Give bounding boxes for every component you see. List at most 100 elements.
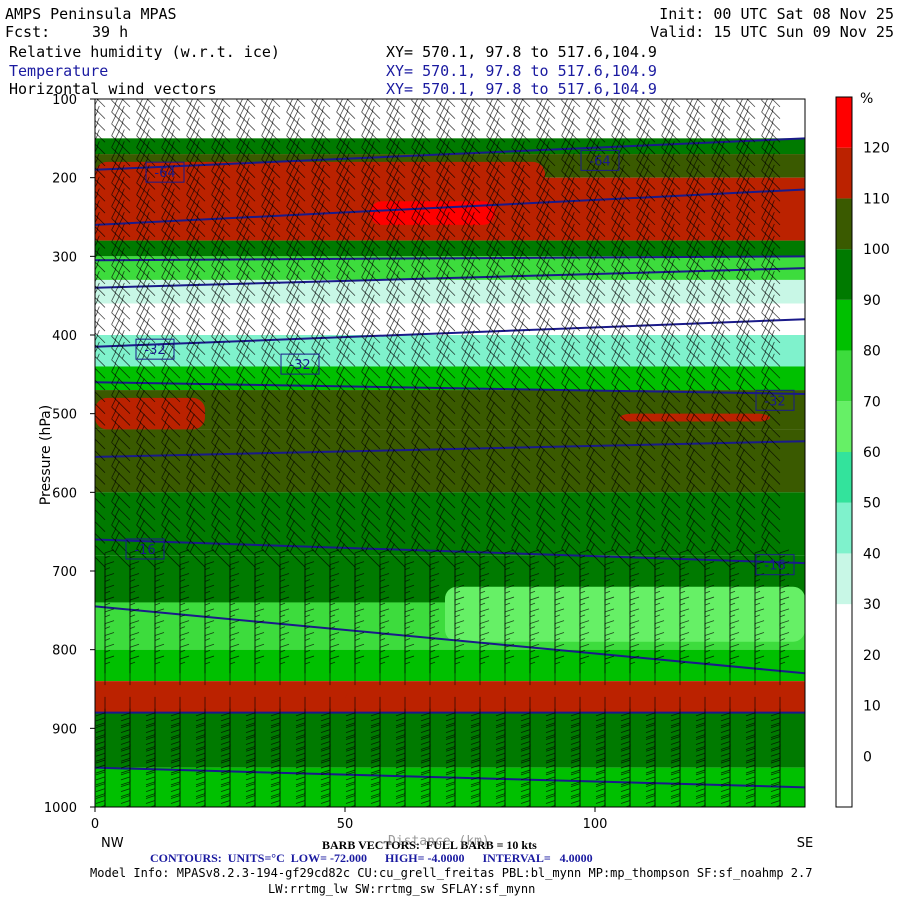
- wind-barb: [536, 410, 556, 438]
- wind-barb: [761, 422, 781, 450]
- wind-barb: [436, 398, 456, 426]
- wind-barb: [511, 445, 531, 473]
- wind-barb: [186, 103, 206, 131]
- wind-barb: [486, 233, 506, 261]
- wind-barb: [386, 516, 406, 544]
- wind-barb: [736, 374, 756, 403]
- wind-barb: [511, 481, 531, 509]
- wind-barb: [486, 115, 506, 143]
- wind-barb: [336, 398, 356, 426]
- wind-barb: [436, 422, 456, 450]
- wind-barb: [586, 528, 606, 556]
- wind-barb: [561, 457, 581, 485]
- wind-barb: [636, 386, 656, 414]
- wind-barb: [711, 351, 731, 379]
- wind-barb: [561, 138, 581, 167]
- wind-barb: [336, 127, 356, 155]
- contour-label: -64: [589, 154, 610, 169]
- wind-barb: [136, 245, 156, 273]
- wind-barb: [361, 280, 381, 308]
- wind-barb: [361, 351, 381, 379]
- wind-barb: [111, 363, 131, 391]
- wind-barb: [161, 374, 181, 403]
- wind-barb: [411, 127, 431, 155]
- wind-barb: [761, 221, 781, 249]
- wind-barb: [211, 481, 231, 509]
- wind-barb: [161, 245, 181, 273]
- contour-label: -16: [764, 559, 785, 574]
- wind-barb: [361, 162, 381, 190]
- contours-info: CONTOURS: UNITS=°C LOW= -72.000 HIGH= -4…: [150, 851, 593, 865]
- wind-barb: [286, 398, 306, 426]
- wind-barb: [436, 174, 456, 202]
- wind-barb: [661, 162, 681, 190]
- wind-barb: [386, 386, 406, 414]
- colorbar-segment: [836, 604, 852, 655]
- wind-barb: [95, 193, 106, 214]
- wind-barb: [486, 339, 506, 367]
- contour-label-box: [580, 149, 620, 171]
- wind-barb: [336, 162, 356, 190]
- wind-barb: [161, 433, 181, 462]
- wind-barb: [95, 391, 106, 403]
- wind-barb: [286, 186, 306, 214]
- temperature-contour-line: [95, 766, 805, 789]
- wind-barb: [736, 150, 756, 178]
- wind-barb: [186, 516, 206, 544]
- wind-barb: [486, 469, 506, 497]
- wind-barb: [186, 433, 206, 462]
- wind-barb: [186, 186, 206, 214]
- wind-barb: [336, 186, 356, 214]
- wind-barb: [386, 469, 406, 497]
- rh-patch: [95, 161, 545, 202]
- contour-label-box: [755, 389, 795, 411]
- wind-barb: [95, 263, 106, 285]
- wind-barb: [136, 233, 156, 261]
- wind-barb: [104, 655, 115, 686]
- wind-barb: [486, 268, 506, 296]
- wind-barb: [211, 174, 231, 202]
- wind-barb: [286, 327, 306, 355]
- wind-barb: [611, 256, 631, 285]
- wind-barb: [586, 540, 606, 568]
- wind-barb: [161, 280, 181, 308]
- wind-barb: [261, 197, 281, 226]
- wind-barb: [186, 422, 206, 450]
- y-tick-label: 500: [52, 408, 77, 423]
- wind-barb: [661, 315, 681, 344]
- wind-barb: [136, 256, 156, 285]
- temperature-contour-line: [95, 440, 805, 458]
- wind-barb: [686, 162, 706, 190]
- wind-barb: [261, 398, 281, 426]
- wind-barb: [95, 181, 106, 202]
- wind-barb: [336, 268, 356, 296]
- wind-barb: [536, 186, 556, 214]
- wind-barb: [95, 322, 106, 344]
- wind-barb: [411, 115, 431, 143]
- wind-barb: [586, 363, 606, 391]
- wind-barb: [486, 292, 506, 320]
- wind-barb: [686, 327, 706, 355]
- wind-barb: [236, 374, 256, 403]
- wind-barb: [186, 280, 206, 308]
- wind-barb: [461, 103, 481, 131]
- wind-barb: [661, 386, 681, 414]
- wind-barb: [386, 445, 406, 473]
- wind-barb: [736, 268, 756, 296]
- wind-barb: [361, 233, 381, 261]
- wind-barb: [354, 655, 365, 686]
- rh-patch: [445, 586, 805, 642]
- wind-barb: [486, 422, 506, 450]
- wind-barbs: [95, 99, 790, 807]
- wind-barb: [611, 327, 631, 355]
- wind-barb: [636, 256, 656, 285]
- wind-barb: [511, 304, 531, 332]
- wind-barb: [511, 386, 531, 414]
- wind-barb: [436, 363, 456, 391]
- wind-barb: [611, 528, 631, 556]
- wind-barb: [95, 252, 106, 273]
- wind-barb: [361, 457, 381, 485]
- wind-barb: [461, 516, 481, 544]
- wind-barb: [336, 197, 356, 226]
- wind-barb: [336, 363, 356, 391]
